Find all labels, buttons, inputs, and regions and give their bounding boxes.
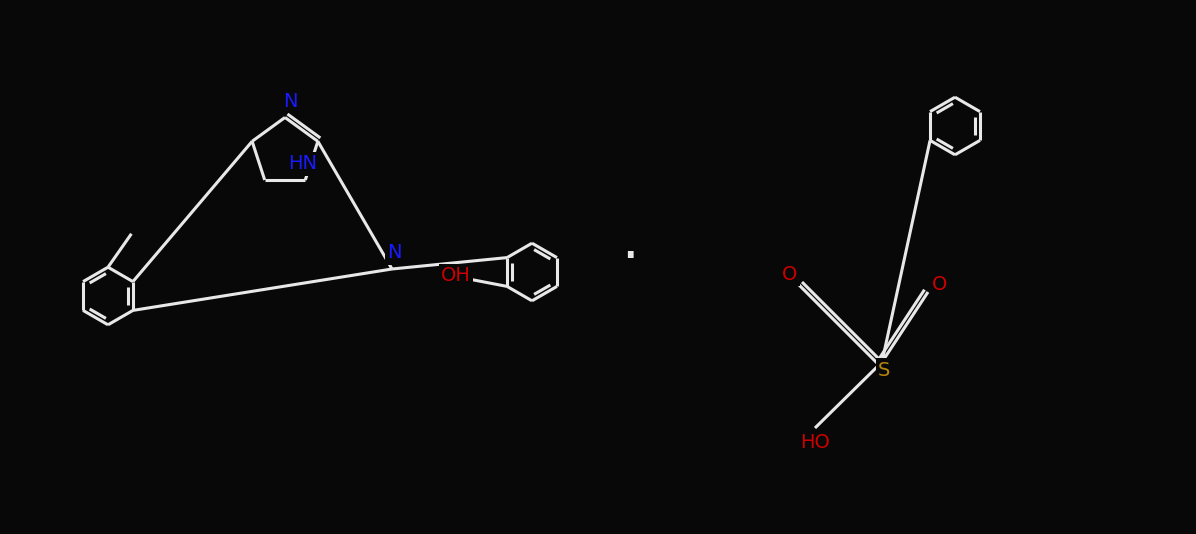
- Text: O: O: [933, 274, 947, 294]
- Text: HN: HN: [288, 154, 317, 174]
- Text: O: O: [782, 264, 798, 284]
- Text: N: N: [386, 244, 401, 263]
- Text: ·: ·: [621, 232, 639, 286]
- Text: OH: OH: [440, 266, 470, 285]
- Text: N: N: [282, 92, 298, 111]
- Text: S: S: [878, 360, 890, 380]
- Text: HO: HO: [800, 433, 830, 452]
